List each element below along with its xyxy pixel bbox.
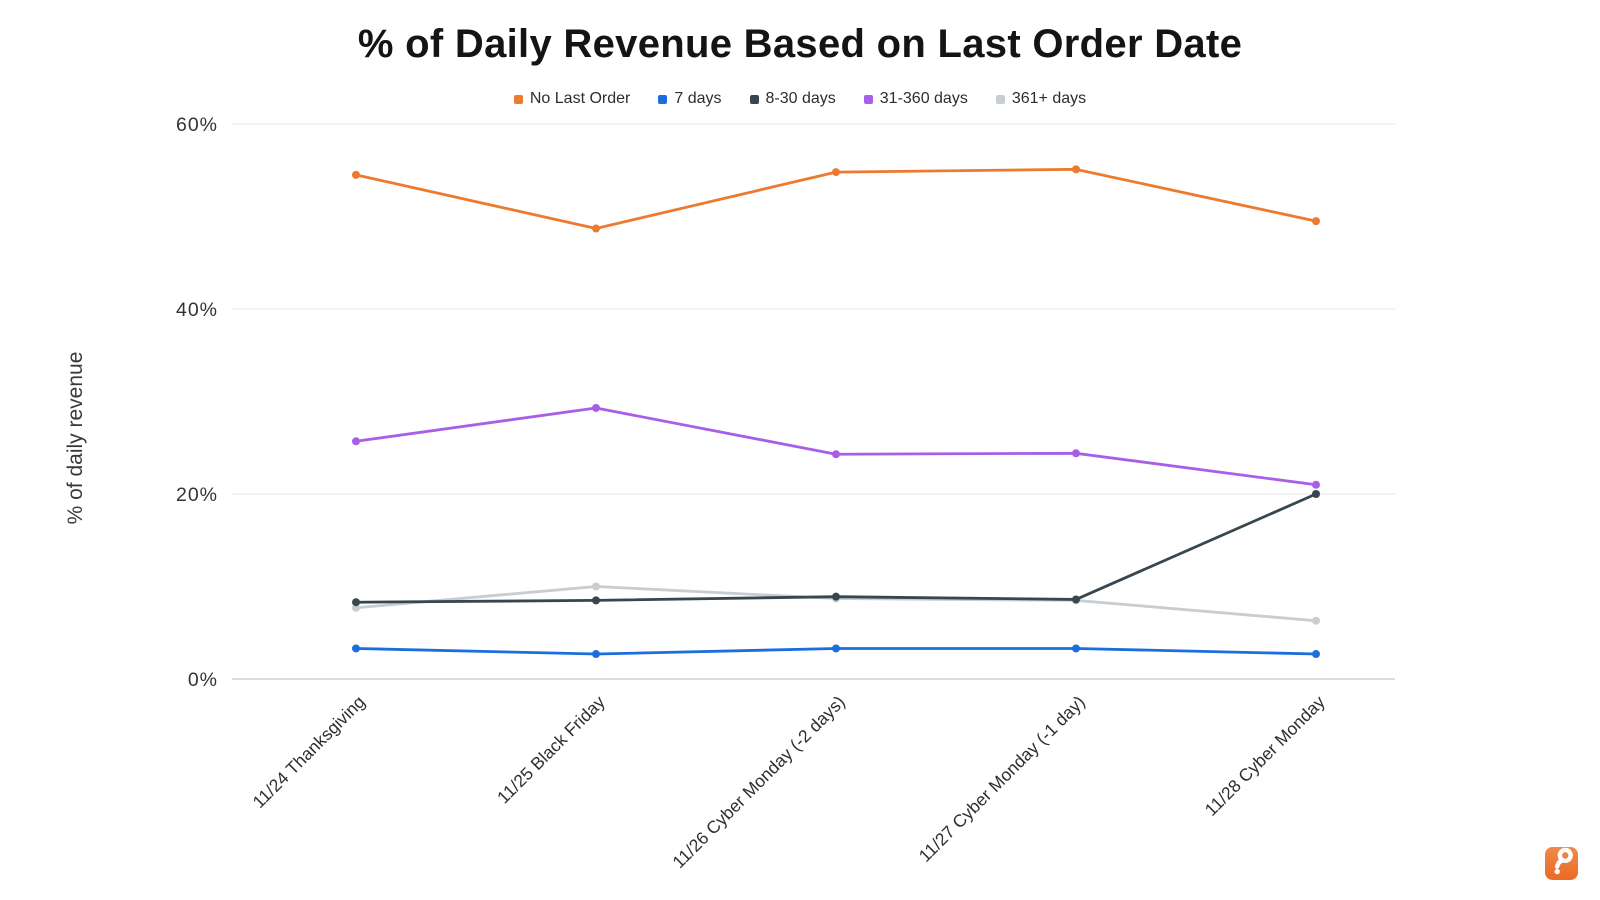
x-axis-label: 11/28 Cyber Monday xyxy=(1201,692,1329,820)
legend-marker-icon xyxy=(863,95,873,104)
data-point-8-30-days[interactable] xyxy=(352,598,360,607)
data-point-no-last-order[interactable] xyxy=(1312,217,1320,226)
x-axis-label: 11/26 Cyber Monday (-2 days) xyxy=(668,692,848,872)
legend-item-7-days[interactable]: 7 days xyxy=(658,90,722,108)
data-point-7-days[interactable] xyxy=(1312,650,1320,659)
series-line-8-30-days xyxy=(354,492,1318,604)
y-tick-label: 60% xyxy=(176,114,218,136)
data-point-31-360-days[interactable] xyxy=(1072,449,1080,458)
x-axis-label: 11/27 Cyber Monday (-1 day) xyxy=(915,692,1089,866)
logo-icon xyxy=(1545,847,1578,885)
data-point-361-days[interactable] xyxy=(1312,616,1320,625)
series-line-31-360-days xyxy=(354,406,1318,487)
legend-label: No Last Order xyxy=(529,90,631,107)
legend: No Last Order 7 days 8-30 days 31-360 days 3… xyxy=(0,90,1600,108)
data-point-7-days[interactable] xyxy=(1072,644,1080,653)
legend-item-31-360-days[interactable]: 31-360 days xyxy=(863,90,968,108)
legend-item-361-days[interactable]: 361+ days xyxy=(995,90,1087,108)
data-point-31-360-days[interactable] xyxy=(352,437,360,446)
y-tick-label: 40% xyxy=(176,299,218,321)
y-tick-label: 0% xyxy=(188,669,218,691)
data-point-no-last-order[interactable] xyxy=(832,168,840,177)
legend-item-8-30-days[interactable]: 8-30 days xyxy=(749,90,836,108)
legend-marker-icon xyxy=(749,95,759,104)
data-point-no-last-order[interactable] xyxy=(1072,165,1080,174)
y-tick-label: 20% xyxy=(176,484,218,506)
x-axis-label: 11/24 Thanksgiving xyxy=(249,692,369,812)
legend-label: 31-360 days xyxy=(879,90,968,107)
legend-item-no-last-order[interactable]: No Last Order xyxy=(513,90,631,108)
data-point-7-days[interactable] xyxy=(352,644,360,653)
data-point-361-days[interactable] xyxy=(592,582,600,591)
data-point-8-30-days[interactable] xyxy=(832,592,840,601)
legend-marker-icon xyxy=(513,95,523,104)
data-point-7-days[interactable] xyxy=(832,644,840,653)
data-point-361-days[interactable] xyxy=(352,603,360,612)
legend-marker-icon xyxy=(658,95,668,104)
data-point-8-30-days[interactable] xyxy=(1072,595,1080,604)
legend-label: 361+ days xyxy=(1011,90,1087,107)
data-point-31-360-days[interactable] xyxy=(832,450,840,459)
data-point-no-last-order[interactable] xyxy=(352,170,360,179)
data-point-no-last-order[interactable] xyxy=(592,224,600,233)
legend-label: 8-30 days xyxy=(765,90,836,107)
series-line-361-days xyxy=(354,585,1318,623)
data-point-8-30-days[interactable] xyxy=(592,596,600,605)
chart-title: % of Daily Revenue Based on Last Order D… xyxy=(357,22,1243,66)
series-line-no-last-order xyxy=(354,167,1318,230)
data-point-7-days[interactable] xyxy=(592,650,600,659)
data-point-31-360-days[interactable] xyxy=(592,403,600,412)
legend-marker-icon xyxy=(995,95,1005,104)
data-point-8-30-days[interactable] xyxy=(1312,490,1320,498)
x-axis-label: 11/25 Black Friday xyxy=(493,692,609,808)
legend-label: 7 days xyxy=(674,90,722,107)
data-point-31-360-days[interactable] xyxy=(1312,480,1320,489)
